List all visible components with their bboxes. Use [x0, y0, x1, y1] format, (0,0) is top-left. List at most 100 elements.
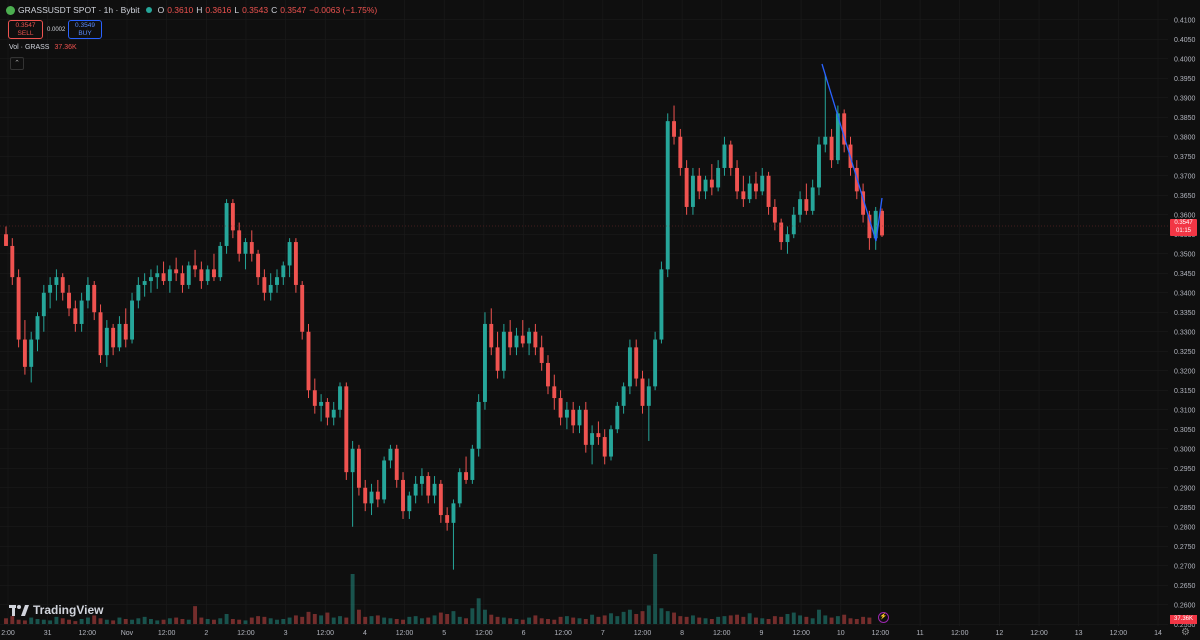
candle-body: [609, 429, 613, 457]
candle-body: [747, 183, 752, 200]
candle-body: [186, 265, 191, 285]
lightning-icon[interactable]: ⚡: [878, 612, 889, 623]
price-tick-label: 0.4000: [1174, 56, 1196, 63]
volume-bar: [237, 619, 242, 624]
price-tick-label: 0.3300: [1174, 329, 1196, 336]
candle-body: [104, 327, 109, 356]
symbol-legend[interactable]: GRASSUSDT SPOT · 1h · Bybit O 0.3610 H 0.3…: [6, 5, 377, 15]
tradingview-logo[interactable]: TradingView: [9, 603, 103, 617]
candle-body: [583, 409, 588, 445]
volume-bar: [741, 616, 746, 624]
candle-body: [464, 472, 469, 480]
volume-bar: [275, 619, 279, 624]
candle-body: [766, 175, 771, 207]
candle-body: [230, 203, 235, 231]
candle-body: [785, 234, 790, 243]
time-axis: 2:00 31 12:00 Nov 12:00 2 12:00 3 12:00 4 12:00 5 12…: [1, 630, 1162, 637]
time-tick-label: 2: [204, 630, 208, 637]
candle-body: [861, 191, 866, 215]
volume-bar: [16, 619, 21, 624]
candle-body: [218, 245, 223, 278]
candle-body: [331, 409, 336, 418]
volume-bar: [514, 619, 519, 624]
volume-bar: [426, 617, 431, 624]
time-tick-label: 2:00: [1, 630, 15, 637]
candle-body: [571, 409, 576, 426]
candle-body: [653, 339, 658, 387]
candle-body: [445, 515, 450, 523]
volume-bar: [867, 617, 872, 624]
candle-body: [287, 242, 292, 266]
price-tick-label: 0.3200: [1174, 368, 1196, 375]
price-tick-label: 0.2700: [1174, 563, 1196, 570]
time-tick-label: 7: [601, 630, 605, 637]
sell-button[interactable]: 0.3547 SELL: [8, 20, 43, 39]
candle-body: [741, 191, 746, 200]
volume-bar: [615, 616, 620, 624]
volume-bar: [779, 616, 784, 624]
gear-icon[interactable]: ⚙: [1181, 627, 1190, 638]
candle-body: [369, 491, 374, 504]
candle-body: [243, 242, 248, 254]
volume-bar: [558, 616, 563, 624]
volume-bar: [394, 619, 399, 624]
volume-bar: [495, 616, 500, 624]
buy-button[interactable]: 0.3549 BUY: [68, 20, 102, 39]
volume-bar: [249, 617, 254, 624]
volume-bar: [533, 615, 538, 624]
candle-body: [539, 347, 544, 363]
volume-bar: [350, 574, 355, 624]
volume-bar: [508, 618, 513, 624]
volume-bar: [136, 618, 141, 624]
time-tick-label: 31: [44, 630, 52, 637]
candle-body: [413, 483, 418, 496]
volume-bar: [539, 618, 544, 624]
candle-body: [690, 175, 695, 207]
volume-bar: [817, 609, 821, 624]
volume-bar: [41, 619, 46, 624]
candle-body: [41, 292, 46, 317]
sell-price: 0.3547: [15, 22, 36, 29]
time-tick-label: 12:00: [396, 630, 414, 637]
sell-label: SELL: [17, 30, 34, 37]
candle-body: [798, 199, 803, 215]
trendline-drawing[interactable]: [821, 63, 883, 242]
candle-body: [249, 242, 254, 254]
candle-body: [35, 316, 40, 340]
volume-bar: [338, 616, 342, 624]
volume-bar: [546, 619, 550, 624]
candle-body: [709, 179, 714, 188]
candle-body: [48, 284, 53, 293]
candle-body: [167, 269, 172, 282]
volume-legend[interactable]: Vol · GRASS 37.36K: [9, 44, 77, 51]
volume-bar: [848, 618, 853, 624]
price-tick-label: 0.3250: [1174, 349, 1196, 356]
candle-body: [735, 167, 740, 192]
candle-body: [634, 347, 639, 379]
tradingview-logo-icon: [9, 604, 29, 616]
volume-bar: [193, 606, 198, 624]
bar-countdown: 01:15: [1175, 228, 1191, 234]
time-tick-label: 8: [680, 630, 684, 637]
candle-body: [193, 265, 198, 270]
volume-bar: [791, 612, 796, 624]
candle-body: [754, 183, 758, 192]
time-tick-label: 12:00: [237, 630, 255, 637]
volume-bar: [602, 615, 607, 624]
volume-bar: [760, 618, 765, 624]
last-price-tag: 0.3547 01:15: [1170, 219, 1197, 236]
time-tick-label: 14: [1154, 630, 1162, 637]
volume-bar: [464, 618, 469, 624]
volume-bar: [470, 608, 475, 624]
symbol-title[interactable]: GRASSUSDT SPOT · 1h · Bybit: [18, 5, 140, 15]
price-tick-label: 0.3350: [1174, 310, 1196, 317]
volume-bar: [451, 611, 456, 624]
candle-body: [672, 121, 676, 137]
volume-bar: [766, 619, 771, 624]
collapse-legend-button[interactable]: ⌃: [10, 57, 24, 70]
candle-body: [678, 136, 683, 168]
last-price: 0.3547: [1174, 220, 1193, 226]
volume-bar: [325, 612, 330, 624]
